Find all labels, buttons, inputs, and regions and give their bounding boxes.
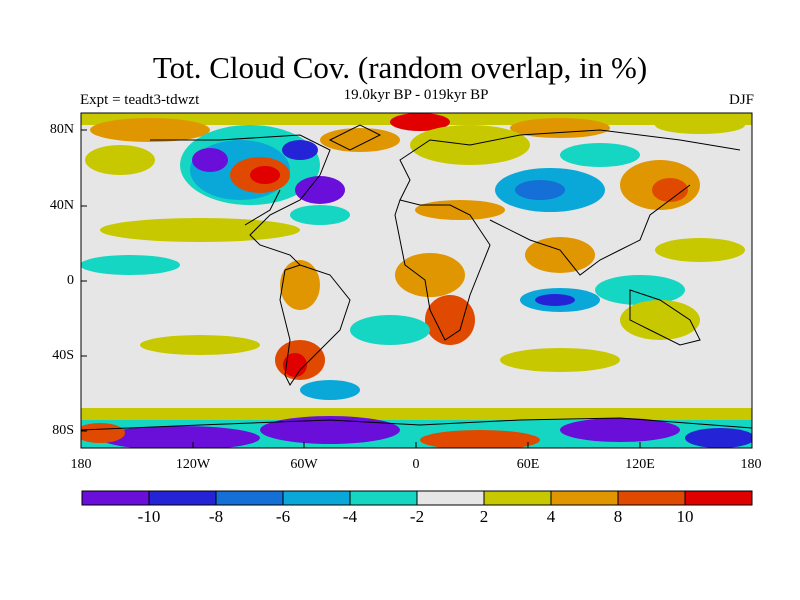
colorbar-label: 8 xyxy=(613,507,623,526)
lon-label-180w: 180 xyxy=(70,457,92,472)
lon-label-120w: 120W xyxy=(175,457,211,472)
lon-label-60w: 60W xyxy=(290,457,318,472)
colorbar-label: 10 xyxy=(676,507,694,526)
colorbar-swatch xyxy=(81,490,150,506)
colorbar-label: 2 xyxy=(479,507,489,526)
axis-ticks xyxy=(81,129,641,448)
anomaly-field xyxy=(81,113,752,448)
colorbar-label: -2 xyxy=(409,507,425,526)
lon-label-60e: 60E xyxy=(516,457,540,472)
colorbar-swatch xyxy=(684,490,753,506)
coastlines xyxy=(81,124,752,431)
colorbar-label: 4 xyxy=(546,507,556,526)
colorbar xyxy=(81,490,753,506)
lon-label-180e: 180 xyxy=(740,457,762,472)
lat-label-40s: 40S xyxy=(52,348,74,363)
lon-label-120e: 120E xyxy=(625,457,655,472)
colorbar-label: -8 xyxy=(208,507,224,526)
colorbar-swatch xyxy=(282,490,351,506)
lon-label-0: 0 xyxy=(412,457,420,472)
map-subtitle: 19.0kyr BP - 019kyr BP xyxy=(343,87,489,103)
colorbar-label: -4 xyxy=(342,507,358,526)
lat-label-80n: 80N xyxy=(49,122,74,137)
colorbar-swatch xyxy=(550,490,619,506)
colorbar-label: -10 xyxy=(137,507,161,526)
colorbar-swatch xyxy=(215,490,284,506)
lat-label-0: 0 xyxy=(67,273,74,288)
lat-label-80s: 80S xyxy=(52,423,74,438)
lat-label-40n: 40N xyxy=(49,198,74,213)
colorbar-swatch xyxy=(349,490,418,506)
colorbar-swatch xyxy=(483,490,552,506)
map-title: Tot. Cloud Cov. (random overlap, in %) xyxy=(152,50,648,85)
season-label: DJF xyxy=(728,92,754,108)
colorbar-swatch xyxy=(416,490,485,506)
colorbar-label: -6 xyxy=(275,507,291,526)
colorbar-swatch xyxy=(617,490,686,506)
colorbar-swatch xyxy=(148,490,217,506)
experiment-label: Expt = teadt3-tdwzt xyxy=(80,92,200,108)
